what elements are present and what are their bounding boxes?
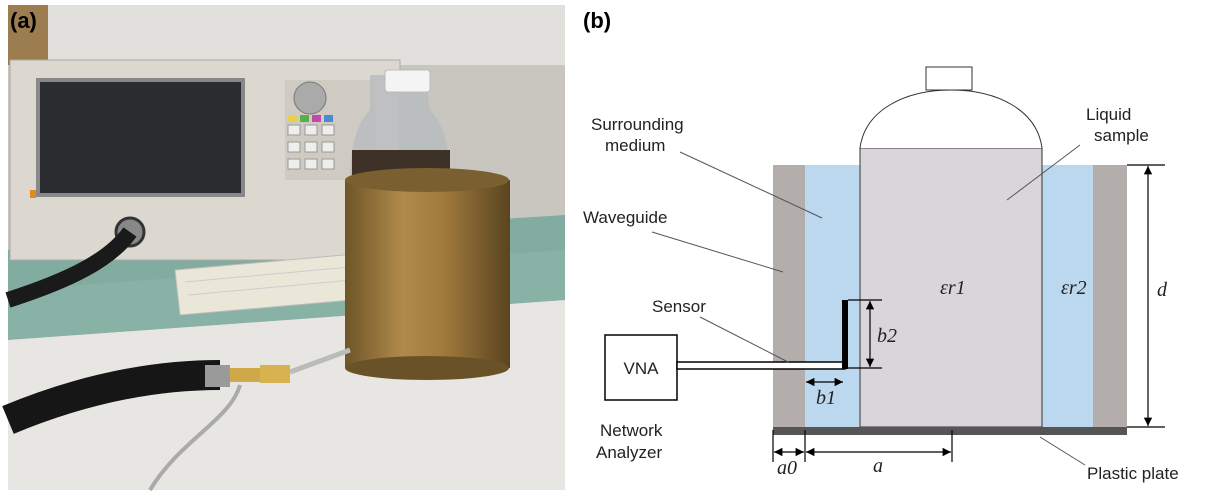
plastic-plate [773, 427, 1127, 435]
bottle-cap [926, 67, 972, 90]
symbol: a0 [777, 457, 797, 479]
shape: Surrounding [591, 115, 684, 134]
shape [305, 159, 317, 169]
shape [322, 142, 334, 152]
panel-label: (a) [10, 8, 37, 33]
label: Plastic plate [1087, 464, 1179, 483]
label: Surrounding medium [591, 115, 684, 155]
shape [8, 5, 565, 65]
label: VNA [624, 359, 660, 378]
shape: Analyzer [596, 443, 662, 462]
shape [345, 168, 509, 192]
shape [294, 82, 326, 114]
shape [30, 190, 36, 198]
shape [345, 356, 509, 380]
coax-cable [677, 362, 845, 369]
panel-label: (b) [583, 8, 611, 33]
symbol: b2 [877, 325, 897, 347]
shape [288, 115, 297, 122]
shape [38, 80, 243, 195]
shape [288, 159, 300, 169]
shape: Network [600, 421, 663, 440]
shape [322, 159, 334, 169]
symbol: a [873, 455, 883, 477]
shape: sample [1094, 126, 1149, 145]
shape [288, 142, 300, 152]
shape: Liquid [1086, 105, 1131, 124]
shape [230, 368, 260, 382]
waveguide-wall [773, 165, 805, 427]
waveguide-diagram [605, 67, 1165, 465]
symbol: d [1157, 279, 1168, 301]
shape [288, 125, 300, 135]
label: Waveguide [583, 208, 667, 227]
shape [1040, 437, 1085, 465]
photo [8, 5, 565, 490]
shape [305, 125, 317, 135]
shape [260, 365, 290, 383]
shape: medium [605, 136, 665, 155]
shape [324, 115, 333, 122]
figure: (a) (b) Surroundingmedium Li [0, 0, 1225, 491]
shape [300, 115, 309, 122]
label: Sensor [652, 297, 706, 316]
waveguide-wall [1093, 165, 1127, 427]
symbol: b1 [816, 387, 836, 409]
label: Liquid sample [1086, 105, 1149, 145]
shape [652, 232, 783, 272]
probe [842, 300, 848, 369]
shape [305, 142, 317, 152]
symbol: εr2 [1061, 277, 1087, 299]
shape [385, 70, 430, 92]
bottle-top [860, 90, 1042, 148]
shape [322, 125, 334, 135]
shape [345, 180, 510, 368]
shape [312, 115, 321, 122]
shape [288, 125, 334, 169]
shape [205, 365, 230, 387]
symbol: εr1 [940, 277, 966, 299]
label: Network Analyzer [596, 421, 663, 462]
